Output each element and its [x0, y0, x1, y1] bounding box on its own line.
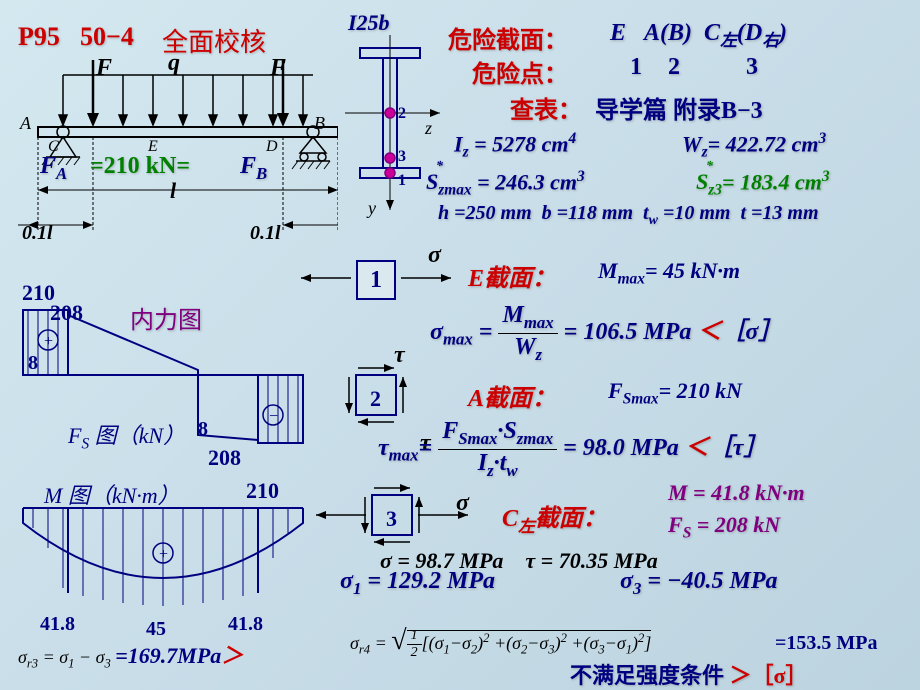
beam-span1: 0.1l — [22, 222, 53, 245]
m418a: 41.8 — [40, 613, 75, 636]
tau-a: τ — [394, 342, 405, 369]
beam-fa: FA — [40, 153, 67, 184]
sigma-e: σ — [428, 242, 441, 269]
svg-text:+: + — [159, 546, 168, 563]
cs-pt2: 2 — [398, 105, 406, 123]
beam-fb: FB — [240, 153, 267, 184]
sigma-max-eq: σmax = MmaxWz = 106.5 MPa ＜［σ］ — [430, 302, 782, 365]
beam-d: D — [266, 138, 278, 156]
cs-y: y — [368, 198, 376, 219]
beam-q: q — [168, 50, 180, 77]
sigma1: σ1 = 129.2 MPa — [340, 568, 495, 599]
wz-value: Wz= 422.72 cm3 — [682, 130, 826, 162]
shear-diagram: + − — [18, 300, 318, 480]
moment-diagram: + — [18, 498, 318, 628]
sigma-r3: σr3 = σ1 − σ3 =169.7MPa＞ — [18, 638, 243, 672]
iz-value: Iz = 5278 cm4 — [454, 130, 576, 162]
beam-l: l — [170, 178, 176, 204]
svg-text:+: + — [44, 333, 53, 350]
r4-result: =153.5 MPa — [775, 632, 878, 655]
mmax-e: Mmax= 45 kN·m — [598, 258, 740, 288]
problem-num: 50−4 — [80, 22, 134, 52]
beam-b: B — [314, 113, 325, 134]
conclusion: 不满足强度条件 ＞［σ］ — [570, 658, 807, 690]
c-section-label: C左截面： — [502, 498, 607, 537]
lookup-ref: 导学篇 附录B−3 — [595, 90, 763, 125]
lookup-label: 查表： — [510, 90, 582, 125]
beam-f-right: F — [270, 55, 286, 82]
szmax-value: S*zmax = 246.3 cm3 — [426, 168, 585, 200]
danger-point-label: 危险点： — [472, 54, 568, 89]
beam-force-eq: =210 kN= — [90, 153, 190, 180]
box-3: 3 — [386, 506, 397, 532]
m418b: 41.8 — [228, 613, 263, 636]
cs-pt3: 3 — [398, 148, 406, 166]
beam-diagram — [18, 55, 338, 235]
m-c: M = 41.8 kN·m — [668, 480, 805, 506]
sz3-value: S*z3= 183.4 cm3 — [696, 168, 830, 200]
fsmax-a: FSmax= 210 kN — [608, 378, 742, 408]
page-ref: P95 — [18, 22, 60, 52]
e-section-label: E截面： — [468, 258, 556, 293]
cs-z: z — [425, 118, 432, 139]
box-2: 2 — [370, 386, 381, 412]
beam-span2: 0.1l — [250, 222, 281, 245]
dimensions: h =250 mm b =118 mm tw =10 mm t =13 mm — [438, 202, 819, 229]
sigma-r4: σr4 = √12[(σ1−σ2)2 +(σ2−σ3)2 +(σ3−σ1)2] — [350, 625, 651, 661]
danger-sections: E A(B) C左(D右) — [610, 20, 787, 51]
danger-section-label: 危险截面： — [448, 20, 568, 55]
svg-text:−: − — [269, 408, 278, 425]
sigma-c: σ — [456, 490, 469, 517]
danger-points: 1 2 3 — [630, 54, 760, 81]
cs-pt1: 1 — [398, 172, 406, 190]
sigma3: σ3 = −40.5 MPa — [620, 568, 778, 599]
a-section-label: A截面： — [468, 378, 556, 413]
beam-f-left: F — [96, 55, 112, 82]
fs-c: FS = 208 kN — [668, 512, 780, 542]
beam-a: A — [20, 113, 31, 134]
